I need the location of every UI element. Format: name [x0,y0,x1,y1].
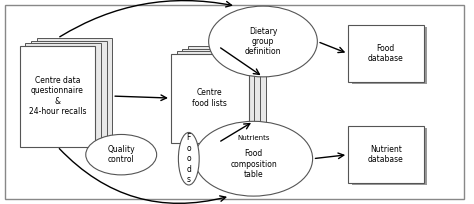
Text: Nutrient
database: Nutrient database [368,145,404,164]
Text: Food
database: Food database [368,44,404,63]
FancyBboxPatch shape [182,49,260,138]
FancyBboxPatch shape [25,43,101,144]
Text: Centre data
questionnaire
&
24-hour recalls: Centre data questionnaire & 24-hour reca… [28,76,86,116]
Text: Centre
food lists: Centre food lists [192,88,227,108]
FancyBboxPatch shape [36,38,112,139]
FancyBboxPatch shape [176,51,255,140]
FancyBboxPatch shape [19,45,95,147]
Ellipse shape [178,132,199,185]
FancyBboxPatch shape [352,128,428,185]
FancyBboxPatch shape [171,54,249,143]
FancyBboxPatch shape [348,25,424,82]
Text: Food
composition
table: Food composition table [230,149,277,179]
Text: Dietary
group
definition: Dietary group definition [245,27,281,56]
FancyBboxPatch shape [348,126,424,183]
FancyBboxPatch shape [188,46,266,135]
Text: Nutrients: Nutrients [237,135,270,141]
Text: F
o
o
d
s: F o o d s [186,133,191,184]
Text: Quality
control: Quality control [108,145,135,164]
Ellipse shape [194,121,313,196]
FancyBboxPatch shape [31,41,107,142]
Ellipse shape [86,134,156,175]
FancyBboxPatch shape [352,27,428,83]
Ellipse shape [209,6,318,77]
